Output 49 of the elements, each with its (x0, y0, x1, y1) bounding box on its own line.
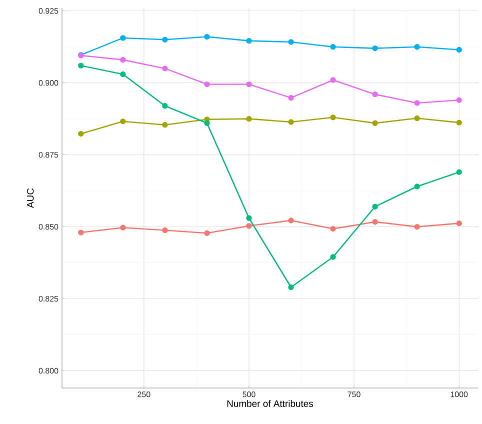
point (456, 169, 462, 175)
point (330, 44, 336, 50)
point (330, 254, 336, 260)
point (204, 81, 210, 88)
point (204, 120, 210, 126)
point (162, 227, 168, 234)
point (246, 223, 252, 229)
point (204, 230, 210, 236)
point (78, 62, 84, 68)
point (120, 118, 126, 124)
point (120, 224, 126, 230)
point (330, 77, 336, 83)
point (162, 66, 168, 72)
point (246, 116, 252, 122)
point (372, 219, 378, 225)
point (288, 39, 294, 45)
point (120, 56, 126, 63)
point (372, 204, 378, 210)
point (414, 184, 420, 190)
point (288, 119, 294, 125)
point (288, 94, 294, 101)
point (204, 34, 210, 40)
point (414, 224, 420, 230)
point (120, 71, 126, 78)
point (456, 97, 462, 103)
point (246, 38, 252, 44)
point (162, 36, 168, 43)
point (246, 81, 252, 88)
point (330, 114, 336, 120)
x-axis-title: Number of Attributes (227, 400, 314, 407)
point (162, 122, 168, 128)
point (456, 46, 462, 53)
y-axis-title: AUC (26, 188, 34, 208)
point (372, 45, 378, 52)
point (120, 35, 126, 41)
point (456, 220, 462, 226)
point (162, 103, 168, 109)
point (246, 215, 252, 221)
point (414, 44, 420, 50)
point (330, 226, 336, 232)
point (78, 130, 84, 137)
point (414, 100, 420, 106)
point (456, 120, 462, 126)
point (288, 284, 294, 290)
point (78, 230, 84, 236)
point (372, 92, 378, 98)
point (288, 218, 294, 224)
point (414, 115, 420, 122)
point (372, 120, 378, 126)
